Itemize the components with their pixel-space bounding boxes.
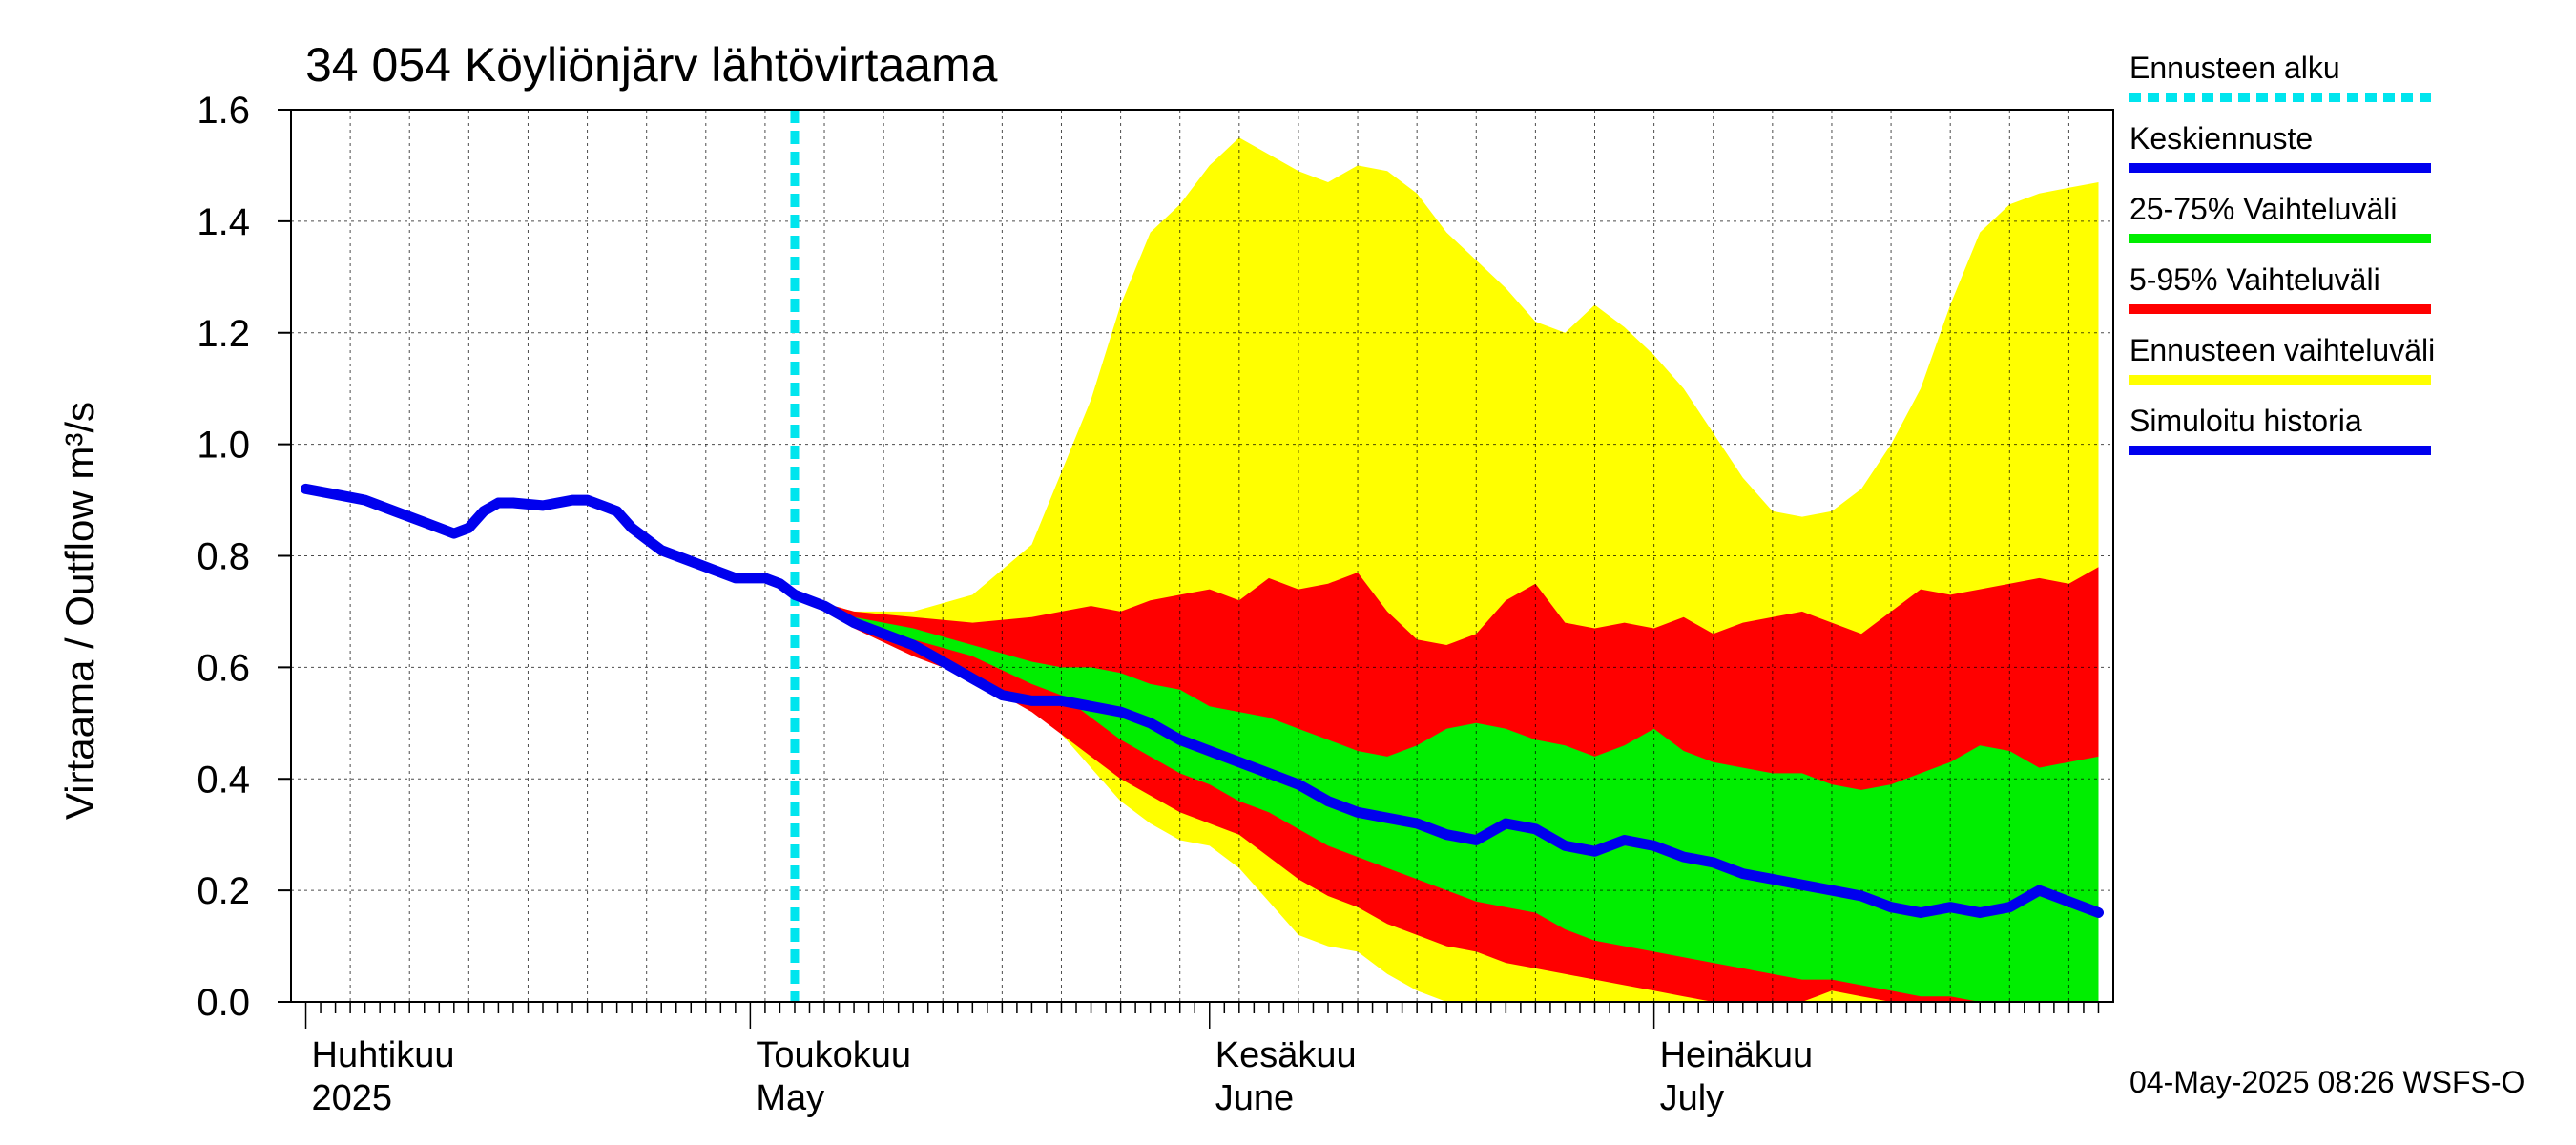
legend-label-5: Simuloitu historia (2129, 404, 2362, 438)
month-label-fi-2: Kesäkuu (1215, 1035, 1357, 1075)
month-label-fi-3: Heinäkuu (1660, 1035, 1814, 1075)
y-axis-label: Virtaama / Outflow m³/s (57, 402, 102, 820)
series-line-1 (789, 589, 2104, 918)
y-tick-label-1: 0.2 (197, 870, 250, 912)
y-tick-label-0: 0.0 (197, 982, 250, 1024)
legend-label-0: Ennusteen alku (2129, 51, 2340, 85)
month-label-en-2: June (1215, 1078, 1294, 1118)
series-lines (301, 110, 2104, 1002)
y-tick-label-8: 1.6 (197, 90, 250, 132)
chart-title: 34 054 Köyliönjärv lähtövirtaama (305, 38, 998, 92)
y-tick-label-3: 0.6 (197, 647, 250, 689)
month-label-fi-0: Huhtikuu (312, 1035, 455, 1075)
legend-label-4: Ennusteen vaihteluväli (2129, 333, 2435, 367)
month-label-en-1: May (756, 1078, 824, 1118)
y-axis-ticks: 0.0 0.2 0.4 0.6 0.8 1.0 1.2 1.4 1.6 (197, 90, 291, 1024)
x-axis-ticks (304, 1002, 2100, 1029)
forecast-bands (795, 137, 2099, 1002)
y-tick-label-5: 1.0 (197, 425, 250, 467)
month-label-en-3: July (1660, 1078, 1725, 1118)
y-tick-label-6: 1.2 (197, 313, 250, 355)
series-line-0 (301, 483, 800, 600)
legend-label-1: Keskiennuste (2129, 121, 2313, 156)
y-tick-label-2: 0.4 (197, 759, 250, 801)
legend: Ennusteen alku Keskiennuste 25-75% Vaihtel… (2129, 51, 2435, 455)
grid-lines (290, 109, 2113, 1003)
legend-label-2: 25-75% Vaihteluväli (2129, 192, 2397, 226)
legend-label-3: 5-95% Vaihteluväli (2129, 262, 2380, 297)
y-tick-label-7: 1.4 (197, 201, 250, 243)
footer-timestamp: 04-May-2025 08:26 WSFS-O (2129, 1065, 2524, 1099)
month-label-fi-1: Toukokuu (756, 1035, 911, 1075)
y-tick-label-4: 0.8 (197, 536, 250, 578)
month-label-en-0: 2025 (312, 1078, 393, 1118)
